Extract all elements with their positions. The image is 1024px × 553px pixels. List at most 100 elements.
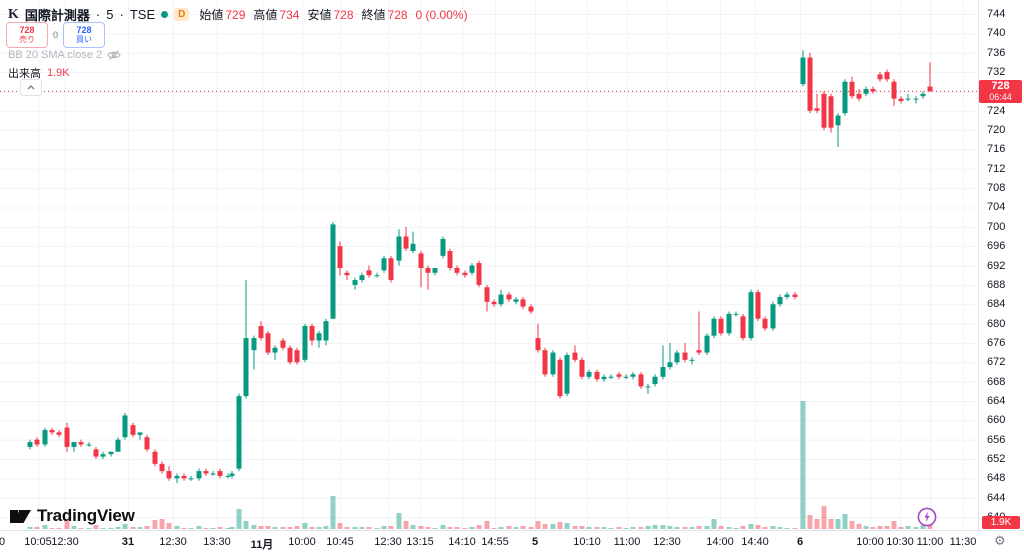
volume-bar — [78, 528, 84, 529]
volume-bar — [440, 525, 446, 529]
volume-bar — [115, 527, 121, 529]
time-tick-label: 12:30 — [159, 536, 187, 548]
volume-bar — [891, 521, 897, 529]
last-price-badge: 728 06:44 — [979, 80, 1022, 104]
candle-body — [272, 347, 278, 353]
delayed-data-badge[interactable]: D — [174, 8, 190, 21]
candle-body — [152, 451, 158, 464]
candle-body — [608, 376, 614, 378]
axis-settings-gear-icon[interactable]: ⚙ — [994, 533, 1006, 548]
volume-axis-badge: 1.9K — [982, 516, 1020, 529]
volume-bar — [770, 526, 776, 529]
volume-bar — [108, 528, 114, 529]
volume-bar — [217, 527, 223, 529]
candle-body — [309, 325, 315, 341]
volume-bar — [652, 525, 658, 529]
time-tick-label: 5 — [531, 536, 539, 548]
volume-bar — [594, 527, 600, 529]
time-tick-label: 11月 — [250, 539, 274, 551]
time-axis[interactable]: 0 10:05 12:30 31 12:30 13:30 11月 10:00 10:45 12:3… — [0, 530, 1024, 553]
candle-body — [682, 352, 688, 360]
price-tick-label: 720 — [987, 124, 1006, 137]
flash-icon[interactable] — [917, 507, 937, 532]
high-label: 高値 — [253, 8, 278, 22]
volume-bar — [410, 525, 416, 529]
candle-body — [344, 272, 350, 276]
symbol-header[interactable]: K 国際計測器 · 5 · TSE D 始値 729 高値 734 安値 728… — [8, 5, 468, 24]
volume-bar — [733, 528, 739, 529]
interval-label[interactable]: 5 — [106, 7, 114, 22]
buy-price: 728 — [76, 25, 92, 35]
volume-bar — [877, 526, 883, 529]
volume-bar — [418, 526, 424, 529]
buy-button[interactable]: 728 買い — [63, 22, 106, 48]
candle-body — [913, 98, 919, 100]
price-tick-label: 648 — [987, 472, 1006, 485]
candle-body — [842, 81, 848, 114]
candle-body — [828, 96, 834, 128]
candle-body — [696, 350, 702, 353]
candle-body — [210, 473, 216, 475]
symbol-logo: K — [8, 6, 19, 22]
candle-body — [748, 292, 754, 339]
volume-bar — [800, 401, 806, 529]
symbol-name[interactable]: 国際計測器 — [24, 8, 90, 23]
indicator-volume-row[interactable]: 出来高 1.9K — [8, 65, 70, 81]
price-tick-label: 656 — [987, 433, 1006, 446]
time-tick-label: 14:40 — [741, 536, 769, 548]
volume-bar — [388, 526, 394, 529]
volume-bar — [454, 527, 460, 529]
volume-bar — [689, 527, 695, 529]
candle-body — [137, 432, 143, 435]
tradingview-logo[interactable]: TradingView — [10, 506, 135, 526]
volume-bar — [513, 527, 519, 529]
ohlc-row: 始値 729 高値 734 安値 728 終値 728 0 (0.00%) — [199, 6, 467, 23]
collapse-pane-button[interactable] — [20, 79, 42, 96]
candle-body — [432, 267, 438, 273]
candle-body — [100, 454, 106, 457]
indicator-bb-row[interactable]: BB 20 SMA close 2 — [8, 49, 121, 61]
volume-bar — [623, 528, 629, 529]
chart-canvas[interactable] — [0, 0, 978, 530]
candle-body — [323, 321, 329, 341]
volume-bar — [484, 521, 490, 529]
time-tick-label: 14:10 — [448, 536, 476, 548]
volume-bar — [447, 527, 453, 529]
volume-bar — [374, 528, 380, 529]
candle-body — [34, 439, 40, 445]
indicator-bb-title: BB 20 SMA close 2 — [8, 49, 103, 61]
eye-off-icon[interactable] — [107, 49, 121, 61]
volume-bar — [137, 527, 143, 529]
price-tick-label: 696 — [987, 240, 1006, 253]
volume-bar — [71, 526, 77, 529]
volume-bar — [572, 526, 578, 529]
volume-bar — [166, 523, 172, 529]
time-tick-label: 13:15 — [406, 536, 434, 548]
tradingview-logo-text: TradingView — [37, 506, 135, 525]
volume-bar — [432, 528, 438, 529]
candle-body — [905, 98, 911, 100]
low-label: 安値 — [307, 8, 332, 22]
volume-bar — [740, 526, 746, 529]
volume-bar — [856, 524, 862, 529]
price-tick-label: 668 — [987, 375, 1006, 388]
price-tick-label: 684 — [987, 298, 1006, 311]
time-tick-label: 10:45 — [326, 536, 354, 548]
time-tick-label: 12:30 — [653, 536, 681, 548]
candle-body — [891, 81, 897, 99]
sell-price: 728 — [19, 25, 35, 35]
price-tick-label: 676 — [987, 336, 1006, 349]
candle-body — [243, 338, 249, 397]
candle-body — [425, 267, 431, 273]
volume-bar — [898, 527, 904, 529]
candle-body — [236, 396, 242, 469]
volume-bar — [287, 527, 293, 529]
time-tick-label: 6 — [796, 536, 804, 548]
candle-body — [821, 93, 827, 128]
candle-body — [557, 359, 563, 397]
sell-button[interactable]: 728 売り — [6, 22, 48, 48]
candle-body — [674, 352, 680, 363]
candle-body — [174, 475, 180, 479]
candle-body — [130, 425, 136, 435]
volume-bar — [711, 519, 717, 529]
